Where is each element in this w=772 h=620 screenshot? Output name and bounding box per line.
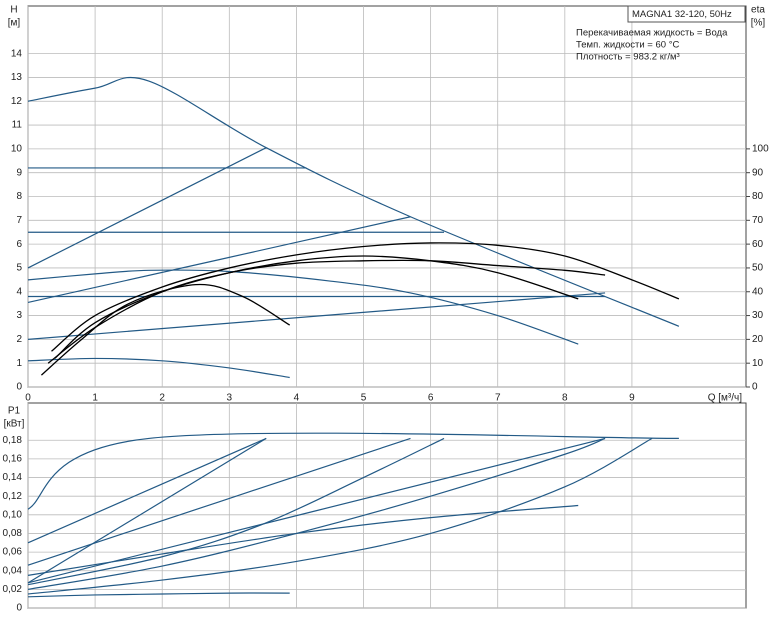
y2-unit: [%] [751,18,766,29]
curve [27,437,267,544]
curve [27,147,267,269]
y2-tick-label: 20 [752,334,764,345]
x-tick-label: 8 [562,393,568,404]
y2-tick-label: 80 [752,191,764,202]
curve [27,504,579,576]
p-unit: [кВт] [4,419,25,430]
x-label: Q [м³/ч] [708,393,743,404]
y-tick-label: 0,14 [3,472,23,483]
info-box: MAGNA1 32-120, 50Hz Перекачиваемая жидко… [576,5,746,63]
temperature: Темп. жидкости = 60 °C [576,40,679,51]
curve [27,437,267,584]
y-tick-label: 6 [16,239,22,250]
y-tick-label: 0,08 [3,528,23,539]
curve [27,437,606,590]
x-tick-label: 7 [495,393,501,404]
fluid: Перекачиваемая жидкость = Вода [576,28,728,39]
y-label: H [10,5,17,16]
y-tick-label: 0,16 [3,454,23,465]
y-tick-label: 0,18 [3,435,23,446]
y-tick-label: 13 [11,72,23,83]
curve [27,432,679,510]
density: Плотность = 983.2 кг/м³ [576,52,680,63]
y-tick-label: 12 [11,96,23,107]
y2-tick-label: 50 [752,263,764,274]
curve [54,255,579,359]
y-tick-label: 3 [16,310,22,321]
y-tick-label: 0,12 [3,491,23,502]
y2-tick-label: 90 [752,167,764,178]
curve [27,76,680,327]
curve [27,437,411,566]
curve [27,437,653,595]
y-tick-label: 0 [16,603,22,614]
y-tick-label: 14 [11,48,23,59]
x-tick-label: 3 [227,393,233,404]
curve [27,357,290,379]
x-tick-label: 2 [159,393,165,404]
y-tick-label: 0,02 [3,584,23,595]
y-tick-label: 9 [16,167,22,178]
y-tick-label: 7 [16,215,22,226]
x-tick-label: 9 [629,393,635,404]
curve [27,437,445,586]
y-tick-label: 8 [16,191,22,202]
x-tick-label: 0 [25,393,31,404]
y-tick-label: 1 [16,358,22,369]
y-tick-label: 10 [11,144,23,155]
x-tick-label: 6 [428,393,434,404]
y2-label: eta [751,5,765,16]
x-tick-label: 5 [361,393,367,404]
p-label: P1 [8,406,21,417]
curve [51,242,680,352]
curve [27,216,411,304]
y-unit: [м] [8,18,21,29]
y2-tick-label: 10 [752,358,764,369]
y-tick-label: 4 [16,286,22,297]
y2-tick-label: 60 [752,239,764,250]
curve [27,592,290,598]
curve [27,437,606,584]
y-tick-label: 0,04 [3,565,23,576]
curve [47,259,606,364]
pump-model: MAGNA1 32-120, 50Hz [632,9,732,20]
y2-tick-label: 40 [752,286,764,297]
x-tick-label: 4 [294,393,300,404]
y-tick-label: 11 [12,120,23,131]
y-tick-label: 0 [16,382,22,393]
y-tick-label: 2 [16,334,22,345]
y2-tick-label: 100 [752,144,769,155]
info-frame [627,5,746,23]
y2-tick-label: 70 [752,215,764,226]
y2-tick-label: 30 [752,310,764,321]
x-tick-label: 1 [92,393,98,404]
curve [27,269,579,345]
y-tick-label: 5 [16,263,22,274]
y2-tick-label: 0 [752,382,758,393]
y-tick-label: 0,10 [3,509,23,520]
y-tick-label: 0,06 [3,547,23,558]
